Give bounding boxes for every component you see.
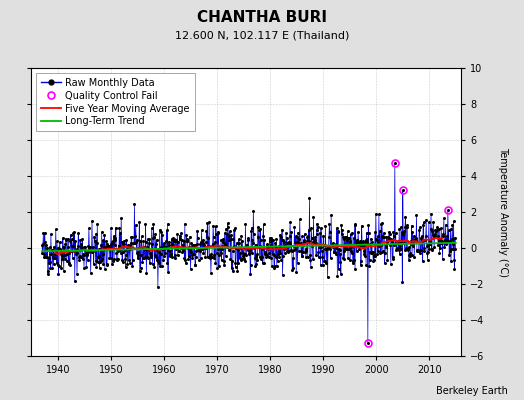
Text: CHANTHA BURI: CHANTHA BURI	[197, 10, 327, 25]
Text: 12.600 N, 102.117 E (Thailand): 12.600 N, 102.117 E (Thailand)	[175, 30, 349, 40]
Y-axis label: Temperature Anomaly (°C): Temperature Anomaly (°C)	[498, 147, 508, 277]
Legend: Raw Monthly Data, Quality Control Fail, Five Year Moving Average, Long-Term Tren: Raw Monthly Data, Quality Control Fail, …	[36, 73, 195, 131]
Text: Berkeley Earth: Berkeley Earth	[436, 386, 508, 396]
